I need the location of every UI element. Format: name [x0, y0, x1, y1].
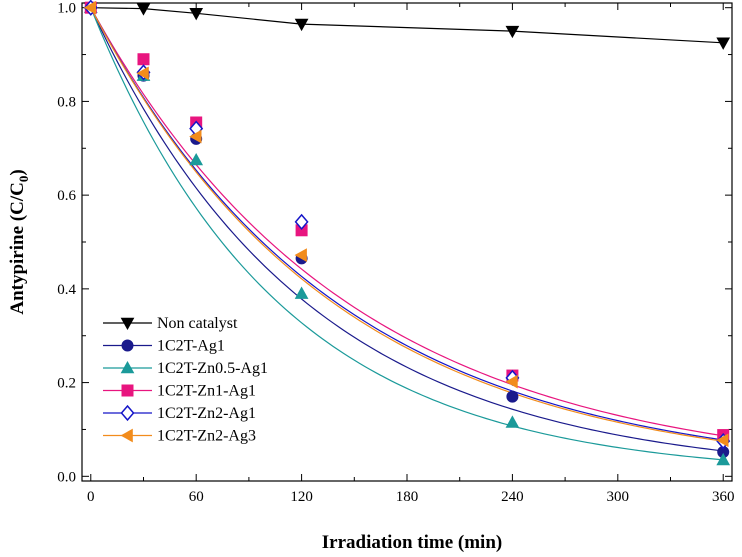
legend-marker [120, 428, 133, 443]
data-point [716, 452, 731, 466]
data-point [505, 374, 518, 389]
data-point [294, 248, 307, 262]
y-tick-label: 0.2 [57, 376, 76, 392]
y-tick-label: 0.6 [57, 188, 76, 204]
data-point [505, 25, 520, 39]
y-axis-title: Antypirine (C/C0) [7, 169, 31, 314]
data-point [189, 152, 204, 166]
y-axis-title-subscript: 0 [16, 176, 31, 183]
data-point [137, 53, 150, 66]
x-tick-label: 300 [607, 489, 630, 505]
data-point [294, 213, 309, 231]
legend-marker [121, 384, 134, 397]
legend: Non catalyst 1C2T-Ag1 1C2T-Zn0.5-Ag1 1C2T-Z… [103, 315, 268, 445]
data-point [83, 0, 97, 15]
y-axis-title-close: ) [7, 169, 28, 175]
data-point [136, 66, 149, 81]
data-point [189, 129, 202, 144]
legend-label: 1C2T-Zn0.5-Ag1 [157, 360, 268, 377]
x-tick-label: 240 [501, 489, 524, 505]
x-tick-label: 60 [189, 489, 204, 505]
series-layer [83, 0, 731, 466]
legend-marker [120, 360, 135, 374]
fit-line-5 [90, 7, 724, 442]
y-tick-label: 1.0 [57, 1, 76, 17]
x-tick-label: 180 [396, 489, 419, 505]
y-axis-title-main: Antypirine (C/C [7, 182, 28, 314]
fit-line-2 [90, 7, 724, 461]
data-point [189, 8, 204, 21]
legend-marker [120, 404, 135, 422]
data-point [294, 18, 309, 32]
y-tick-label: 0.0 [57, 469, 76, 485]
data-point [505, 415, 520, 428]
data-point [294, 286, 309, 299]
legend-marker [120, 317, 135, 331]
data-point [506, 390, 519, 403]
legend-label: Non catalyst [157, 315, 238, 332]
axes: 0 60 120 180 240 300 360 0.0 0.2 0.4 0.6 0.8 1.0 [57, 1, 734, 505]
x-tick-label: 120 [290, 489, 313, 505]
legend-label: 1C2T-Zn2-Ag1 [157, 405, 256, 422]
fit-line-1 [90, 7, 724, 452]
x-tick-label: 360 [712, 489, 735, 505]
legend-label: 1C2T-Zn1-Ag1 [157, 383, 256, 400]
data-point [716, 433, 729, 448]
y-tick-label: 0.8 [57, 94, 76, 110]
legend-marker [121, 339, 134, 352]
y-tick-label: 0.4 [57, 282, 76, 298]
legend-label: 1C2T-Ag1 [157, 338, 225, 355]
x-axis-title: Irradiation time (min) [322, 532, 502, 553]
fit-line-4 [90, 7, 724, 441]
data-point [716, 37, 731, 50]
fit-line-0 [90, 7, 724, 44]
x-tick-label: 0 [87, 489, 95, 505]
data-point [136, 3, 151, 16]
legend-label: 1C2T-Zn2-Ag3 [157, 428, 256, 445]
